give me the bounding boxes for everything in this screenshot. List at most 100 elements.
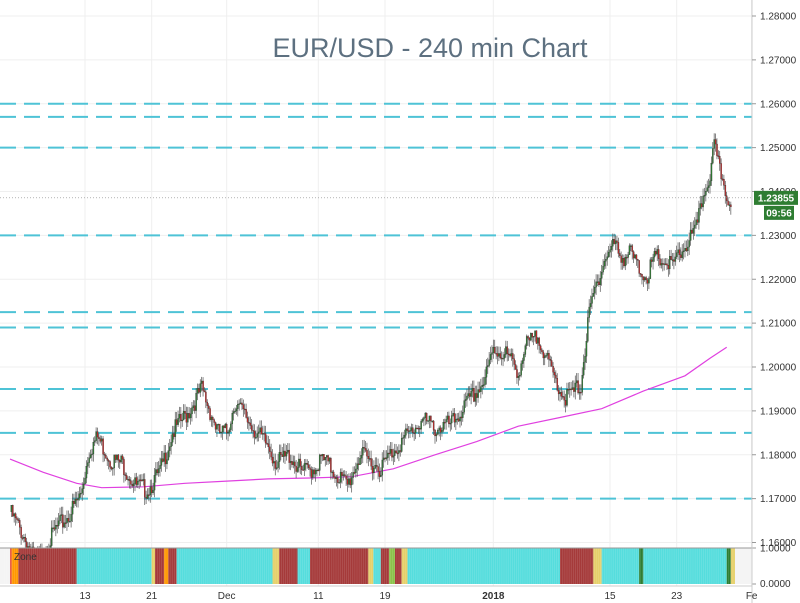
candle-body bbox=[489, 354, 492, 360]
candle-body bbox=[382, 457, 385, 461]
candle-body bbox=[609, 249, 611, 253]
candle-bearish bbox=[21, 534, 24, 541]
zone-segment bbox=[10, 548, 12, 584]
candle-bearish bbox=[367, 448, 370, 467]
candle-body bbox=[439, 427, 442, 433]
last-price-tag: 1.23855 09:56 bbox=[0, 190, 798, 220]
candle-bearish bbox=[242, 399, 245, 417]
candle-body bbox=[260, 427, 263, 435]
candle-body bbox=[67, 518, 70, 522]
candle-bearish bbox=[509, 348, 511, 358]
candle-bearish bbox=[717, 150, 720, 160]
candle-body bbox=[378, 471, 381, 477]
candle-body bbox=[512, 353, 514, 359]
candle-bearish bbox=[306, 459, 309, 469]
candle-body bbox=[182, 410, 185, 421]
candle-bearish bbox=[313, 467, 315, 479]
candle-body bbox=[680, 254, 682, 258]
candle-bullish bbox=[607, 245, 610, 258]
candle-body bbox=[619, 253, 621, 256]
candle-body bbox=[217, 423, 220, 426]
candle-bullish bbox=[571, 380, 574, 390]
candle-body bbox=[232, 411, 235, 414]
candle-body bbox=[195, 393, 197, 411]
candle-body bbox=[341, 471, 343, 476]
candle-body bbox=[278, 452, 281, 462]
candle-bullish bbox=[316, 468, 318, 477]
candle-bullish bbox=[574, 375, 577, 400]
candle-bearish bbox=[632, 250, 635, 264]
candle-body bbox=[269, 446, 271, 452]
candle-body bbox=[66, 518, 68, 524]
candle-body bbox=[477, 389, 479, 398]
candle-bullish bbox=[127, 476, 129, 486]
price-tick-label: 1.25000 bbox=[760, 143, 797, 154]
candle-bearish bbox=[225, 422, 228, 440]
candle-body bbox=[714, 139, 717, 145]
candle-bearish bbox=[434, 429, 436, 444]
candle-bearish bbox=[637, 258, 639, 268]
candle-body bbox=[64, 522, 67, 524]
candle-body bbox=[141, 479, 143, 482]
candle-body bbox=[319, 454, 321, 471]
candle-body bbox=[60, 514, 63, 516]
candle-bullish bbox=[256, 426, 259, 442]
candle-bullish bbox=[446, 411, 449, 423]
candle-body bbox=[206, 401, 209, 406]
candle-bullish bbox=[596, 274, 599, 287]
candle-body bbox=[725, 195, 728, 202]
candle-body bbox=[131, 484, 134, 487]
candle-body bbox=[227, 432, 229, 434]
price-axis[interactable]: 1.280001.270001.260001.250001.240001.230… bbox=[752, 12, 797, 550]
candle-bullish bbox=[477, 381, 479, 403]
time-tick-label: 15 bbox=[604, 591, 616, 602]
candle-body bbox=[155, 469, 157, 476]
candle-body bbox=[323, 454, 325, 461]
candle-bearish bbox=[24, 533, 27, 550]
candle-bullish bbox=[305, 458, 307, 472]
candle-body bbox=[392, 455, 395, 458]
candle-body bbox=[603, 260, 606, 267]
candle-body bbox=[78, 493, 81, 499]
candle-bullish bbox=[699, 195, 702, 216]
time-axis[interactable]: 13 21 Dec 11 19 2018 15 23 Fe bbox=[79, 591, 758, 602]
candle-body bbox=[125, 475, 128, 480]
candle-body bbox=[410, 427, 413, 431]
candle-body bbox=[171, 433, 174, 443]
candle-bearish bbox=[344, 470, 346, 478]
zone-segment bbox=[407, 548, 560, 584]
candle-bearish bbox=[659, 254, 661, 269]
candle-body bbox=[487, 365, 489, 368]
candle-body bbox=[564, 400, 567, 406]
price-tick-label: 1.27000 bbox=[760, 55, 797, 66]
candle-bearish bbox=[295, 460, 297, 479]
candle-bullish bbox=[84, 471, 86, 485]
candle-bullish bbox=[362, 439, 364, 464]
candle-body bbox=[162, 458, 164, 462]
price-tick-label: 1.28000 bbox=[760, 12, 797, 23]
candle-body bbox=[517, 375, 520, 378]
candle-bearish bbox=[271, 449, 274, 467]
candle-bullish bbox=[374, 457, 377, 470]
candle-bearish bbox=[531, 332, 534, 343]
candle-bearish bbox=[103, 451, 106, 462]
candle-body bbox=[209, 408, 211, 420]
candle-bearish bbox=[507, 348, 510, 361]
candle-body bbox=[405, 428, 407, 436]
candle-body bbox=[287, 449, 289, 453]
candle-bullish bbox=[606, 250, 609, 266]
candle-bearish bbox=[248, 416, 250, 431]
candle-body bbox=[639, 273, 642, 275]
candle-body bbox=[202, 380, 204, 391]
candle-bearish bbox=[366, 442, 368, 464]
candle-body bbox=[627, 254, 629, 258]
candle-body bbox=[525, 336, 528, 346]
candle-bullish bbox=[595, 274, 597, 295]
candle-bearish bbox=[723, 174, 725, 190]
countdown-timer: 09:56 bbox=[766, 208, 792, 219]
candle-bullish bbox=[503, 348, 506, 362]
candle-bearish bbox=[260, 420, 263, 435]
candle-bearish bbox=[473, 380, 475, 403]
candle-bullish bbox=[195, 388, 197, 419]
